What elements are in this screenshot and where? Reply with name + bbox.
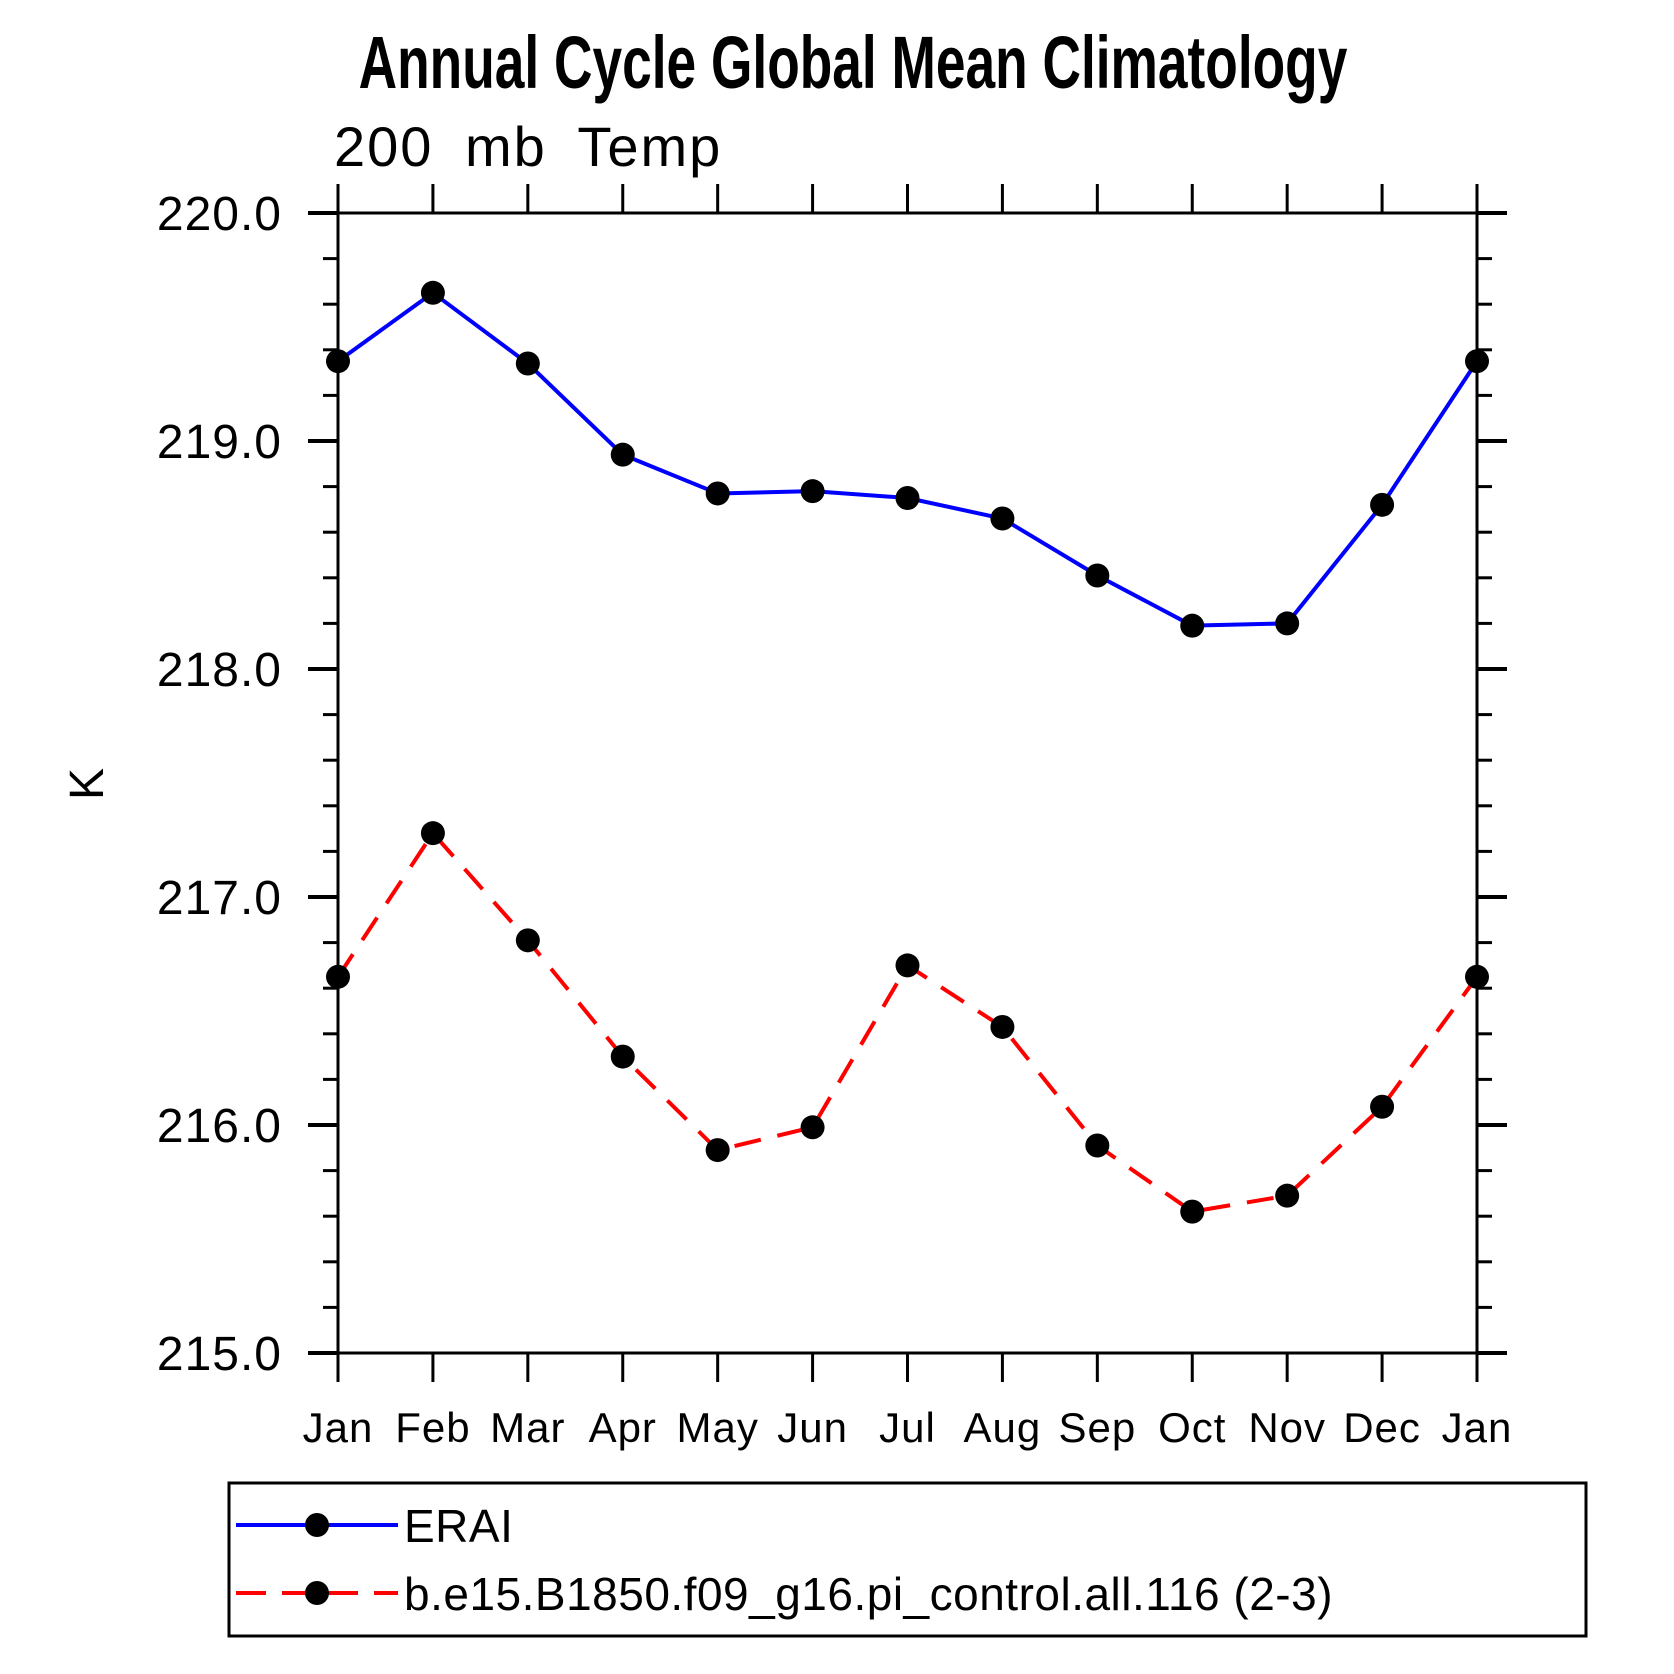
- y-tick-label: 217.0: [157, 872, 282, 925]
- data-point-marker: [1370, 1094, 1395, 1119]
- data-point-marker: [515, 351, 540, 376]
- data-point-marker: [800, 479, 825, 504]
- y-tick-label: 216.0: [157, 1100, 282, 1153]
- y-tick-label: 220.0: [157, 188, 282, 241]
- legend-label-erai: ERAI: [404, 1500, 513, 1552]
- data-point-marker: [420, 821, 445, 846]
- data-point-marker: [1370, 492, 1395, 517]
- data-point-marker: [1465, 349, 1489, 374]
- x-tick-label: Jul: [879, 1404, 936, 1451]
- legend-marker-erai: [305, 1513, 329, 1537]
- plot-frame: [336, 211, 1479, 1355]
- chart-title: Annual Cycle Global Mean Climatology: [359, 21, 1348, 104]
- x-tick-label: Oct: [1158, 1404, 1226, 1451]
- data-point-marker: [610, 442, 635, 467]
- chart-title-group: Annual Cycle Global Mean Climatology: [359, 21, 1348, 104]
- x-tick-label: May: [676, 1404, 758, 1451]
- y-tick-label: 219.0: [157, 416, 282, 469]
- legend-box: [227, 1481, 1588, 1638]
- data-point-marker: [610, 1044, 635, 1069]
- y-axis-label: K: [61, 768, 114, 800]
- data-point-marker: [800, 1115, 825, 1140]
- data-point-marker: [1465, 964, 1489, 989]
- x-tick-label: Aug: [964, 1404, 1042, 1451]
- data-point-marker: [1085, 563, 1110, 588]
- data-point-marker: [326, 349, 350, 374]
- x-tick-label: Jan: [303, 1404, 374, 1451]
- y-tick-label: 215.0: [157, 1328, 282, 1381]
- data-point-marker: [1180, 1199, 1205, 1224]
- x-tick-label: Sep: [1058, 1404, 1136, 1451]
- data-point-marker: [420, 280, 445, 305]
- x-tick-label: Dec: [1343, 1404, 1421, 1451]
- legend-label-model: b.e15.B1850.f09_g16.pi_control.all.116 (…: [404, 1568, 1333, 1620]
- x-tick-label: Mar: [490, 1404, 565, 1451]
- data-point-marker: [1275, 1183, 1300, 1208]
- data-point-marker: [990, 1014, 1015, 1039]
- x-tick-label: Jan: [1442, 1404, 1513, 1451]
- legend-item-model: b.e15.B1850.f09_g16.pi_control.all.116 (…: [236, 1568, 1333, 1620]
- x-tick-label: Jun: [777, 1404, 848, 1451]
- series-line-0: [336, 290, 1479, 628]
- legend: ERAI b.e15.B1850.f09_g16.pi_control.all.…: [227, 1481, 1588, 1638]
- legend-item-erai: ERAI: [236, 1500, 513, 1552]
- legend-marker-model: [305, 1581, 329, 1605]
- y-tick-label: 218.0: [157, 644, 282, 697]
- x-tick-label: Nov: [1248, 1404, 1326, 1451]
- series-line-1: [336, 831, 1479, 1214]
- data-point-marker: [895, 486, 920, 510]
- data-point-marker: [1085, 1133, 1110, 1158]
- data-point-marker: [705, 481, 730, 506]
- x-tick-label: Feb: [395, 1404, 470, 1451]
- data-point-marker: [895, 953, 920, 978]
- x-tick-label: Apr: [589, 1404, 657, 1451]
- plot-area: Jan Feb Mar Apr May Jun Jul Aug Sep Oct Nov Dec Jan 2…: [157, 184, 1513, 1451]
- data-point-marker: [515, 928, 540, 953]
- data-point-marker: [990, 506, 1015, 531]
- data-point-marker: [326, 964, 350, 989]
- chart-subtitle: 200 mb Temp: [334, 115, 722, 178]
- data-point-marker: [1275, 611, 1300, 636]
- data-point-marker: [1180, 613, 1205, 638]
- data-point-marker: [705, 1138, 730, 1163]
